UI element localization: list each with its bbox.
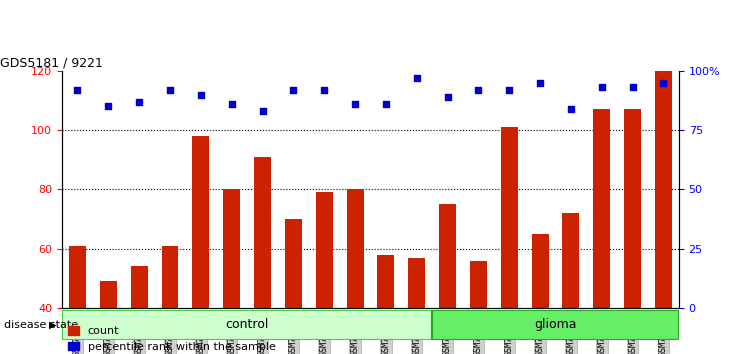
- Bar: [377, 255, 394, 308]
- Bar: [593, 109, 610, 308]
- Text: disease state: disease state: [4, 320, 78, 330]
- Bar: [69, 246, 86, 308]
- Bar: [563, 213, 580, 308]
- Point: [534, 80, 546, 85]
- Point: [442, 94, 453, 100]
- Point: [596, 85, 607, 90]
- Bar: [531, 234, 548, 308]
- Bar: [432, 310, 679, 340]
- Bar: [624, 109, 641, 308]
- Legend: count, percentile rank within the sample: count, percentile rank within the sample: [68, 326, 275, 352]
- Point: [349, 101, 361, 107]
- Point: [565, 106, 577, 112]
- Bar: [285, 219, 301, 308]
- Point: [658, 80, 669, 85]
- Bar: [100, 281, 117, 308]
- Point: [288, 87, 299, 93]
- Bar: [161, 246, 178, 308]
- Bar: [439, 204, 456, 308]
- Point: [472, 87, 484, 93]
- Bar: [408, 258, 425, 308]
- Point: [102, 103, 114, 109]
- Text: GDS5181 / 9221: GDS5181 / 9221: [0, 57, 103, 70]
- Text: control: control: [226, 318, 269, 331]
- Point: [257, 108, 269, 114]
- Point: [164, 87, 176, 93]
- Point: [627, 85, 639, 90]
- Bar: [254, 157, 271, 308]
- Point: [195, 92, 207, 97]
- Bar: [316, 192, 333, 308]
- Bar: [131, 267, 147, 308]
- Bar: [193, 136, 210, 308]
- Text: ▶: ▶: [50, 320, 57, 330]
- Point: [134, 99, 145, 104]
- Bar: [655, 71, 672, 308]
- Point: [226, 101, 237, 107]
- Bar: [62, 310, 432, 340]
- Point: [504, 87, 515, 93]
- Point: [411, 75, 423, 81]
- Text: glioma: glioma: [534, 318, 577, 331]
- Point: [318, 87, 330, 93]
- Bar: [223, 189, 240, 308]
- Bar: [347, 189, 364, 308]
- Bar: [470, 261, 487, 308]
- Bar: [501, 127, 518, 308]
- Point: [380, 101, 392, 107]
- Point: [72, 87, 83, 93]
